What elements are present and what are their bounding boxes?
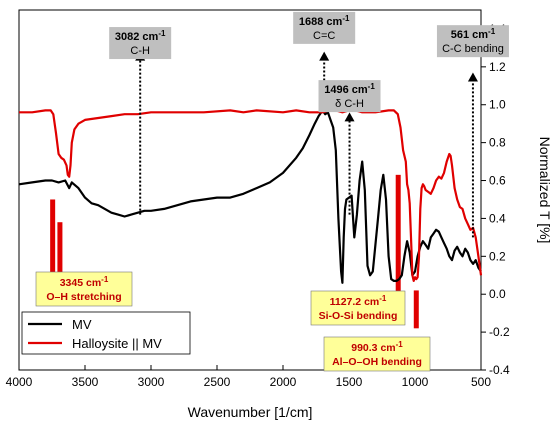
- band-label-assignment: Si-O-Si bending: [319, 310, 398, 322]
- legend-box: [21, 311, 191, 355]
- annotation-value: 1496 cm-1: [324, 82, 375, 96]
- x-tick-label: 3500: [72, 375, 99, 389]
- band-label-box: [323, 336, 431, 372]
- annotation-assignment: C=C: [313, 30, 335, 42]
- series-mv-line: [18, 109, 482, 284]
- annotation-arrowhead: [467, 72, 478, 82]
- annotation-box: [109, 27, 172, 60]
- legend: MV Halloysite || MV: [21, 311, 191, 355]
- legend-label-mv: MV: [72, 317, 92, 332]
- band-label-value: 990.3 cm-1: [351, 340, 403, 354]
- band-label-value: 3345 cm-1: [60, 275, 109, 289]
- y-tick-label: 0.2: [489, 249, 506, 263]
- band-label-assignment: Al–O–OH bending: [332, 356, 422, 368]
- annotation-a1496: 1496 cm-1 δ C-H: [318, 80, 381, 113]
- band-label-b990: 990.3 cm-1 Al–O–OH bending: [323, 336, 431, 372]
- annotation-a3082: 3082 cm-1 C-H: [109, 27, 172, 60]
- band-bar: [50, 199, 56, 281]
- band-label-assignment: O–H stretching: [46, 291, 121, 303]
- annotation-a561: 561 cm-1 C-C bending: [436, 25, 509, 58]
- annotation-box: [293, 11, 356, 44]
- x-tick-label: 3000: [138, 375, 165, 389]
- y-tick-label: -0.2: [489, 325, 510, 339]
- x-axis-label: Wavenumber [1/cm]: [188, 404, 313, 420]
- band-label-b3345: 3345 cm-1 O–H stretching: [35, 271, 133, 307]
- x-tick-label: 4000: [6, 375, 33, 389]
- band-label-b1127: 1127.2 cm-1 Si-O-Si bending: [310, 290, 406, 326]
- band-markers: [50, 174, 419, 329]
- annotation-assignment: C-C bending: [442, 43, 504, 55]
- series-halloysite-line: [19, 109, 483, 282]
- y-tick-label: 0.4: [489, 211, 506, 225]
- annotation-box: [436, 25, 509, 58]
- y-axis-label: Normalized T [%]: [537, 137, 550, 244]
- y-axis-ticks: -0.4-0.20.00.20.40.60.81.01.21.4: [481, 22, 510, 377]
- x-tick-label: 1500: [336, 375, 363, 389]
- y-tick-label: -0.4: [489, 363, 510, 377]
- band-bar: [413, 290, 419, 329]
- x-axis-ticks: 4000 3500 3000 2500 2000 1500 1000 500: [6, 365, 491, 389]
- annotation-arrowhead: [319, 51, 330, 61]
- x-tick-label: 2500: [204, 375, 231, 389]
- annotation-value: 1688 cm-1: [299, 14, 350, 28]
- x-tick-label: 2000: [270, 375, 297, 389]
- band-label-box: [35, 271, 133, 307]
- y-tick-label: 0.0: [489, 287, 506, 301]
- band-bar: [57, 222, 63, 281]
- band-label-value: 1127.2 cm-1: [330, 294, 387, 308]
- legend-label-halloysite: Halloysite || MV: [72, 336, 162, 351]
- annotation-a1688: 1688 cm-1 C=C: [293, 11, 356, 44]
- annotation-box: [318, 80, 381, 113]
- y-tick-label: 0.6: [489, 174, 506, 188]
- annotation-labels: 3082 cm-1 C-H 1688 cm-1 C=C 1496 cm-1 δ C-H 56…: [35, 11, 509, 372]
- y-tick-label: 1.2: [489, 60, 506, 74]
- series-lines: [18, 109, 483, 284]
- x-tick-label: 1000: [402, 375, 429, 389]
- annotation-value: 3082 cm-1: [115, 29, 166, 43]
- y-tick-label: 0.8: [489, 136, 506, 150]
- annotation-arrowhead: [344, 112, 355, 122]
- band-bar: [395, 174, 401, 295]
- annotation-assignment: δ C-H: [335, 98, 364, 110]
- annotation-value: 561 cm-1: [451, 27, 496, 41]
- band-label-box: [310, 290, 406, 326]
- y-tick-label: 1.0: [489, 98, 506, 112]
- annotation-assignment: C-H: [130, 45, 150, 57]
- x-tick-label: 500: [471, 375, 491, 389]
